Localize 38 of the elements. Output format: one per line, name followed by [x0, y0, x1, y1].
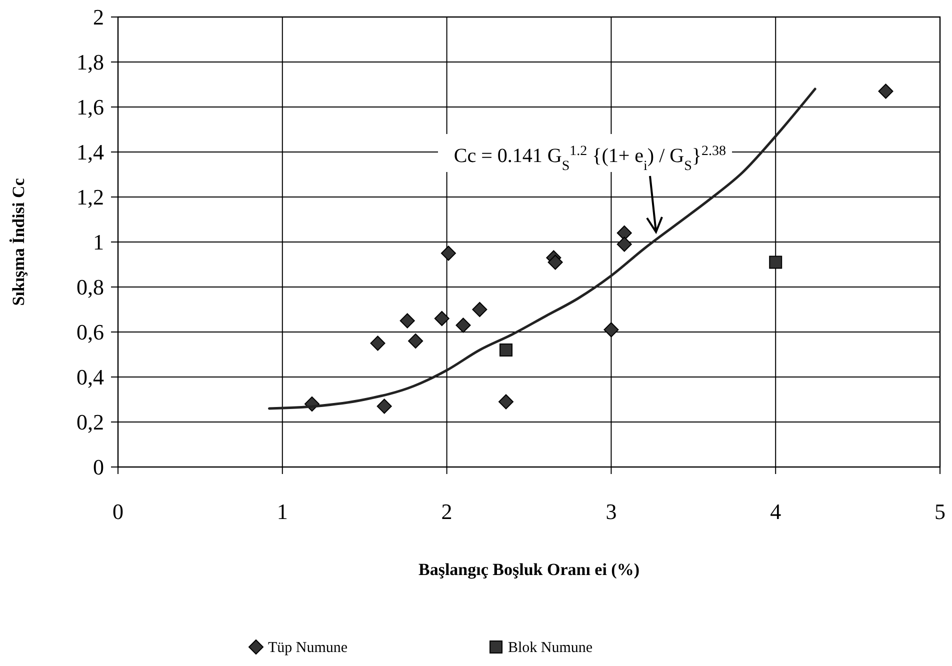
y-tick-label: 0,4 [76, 364, 104, 390]
point [456, 318, 471, 333]
text: Cc = 0.141 G$_{S}$$^{1.2}$ {(1+ e$_{i}$) / G$_{S}$}$^{2.38}$ [454, 144, 726, 174]
y-tick-label: 1 [93, 230, 104, 255]
point [434, 311, 450, 326]
point [376, 398, 392, 414]
y-tick-label: 1,8 [76, 50, 104, 75]
point [408, 334, 424, 348]
x-tick-label: 5 [934, 499, 946, 524]
x-axis-title: Başlangıç Boşluk Oranı ei (%) [418, 560, 640, 579]
point [499, 344, 512, 356]
point [548, 254, 563, 270]
point [400, 313, 415, 328]
y-tick-label: 1,2 [76, 184, 104, 210]
y-tick-label: 0,6 [76, 320, 104, 345]
point [440, 246, 456, 261]
y-tick-label: 1,6 [76, 94, 104, 120]
x-tick-label: 4 [770, 499, 782, 524]
point [498, 394, 514, 410]
y-tick-label: 1,4 [76, 140, 104, 165]
x-tick-label: 2 [441, 499, 452, 524]
x-tick-label: 0 [112, 499, 124, 524]
x-tick-label: 1 [276, 499, 288, 524]
y-tick-label: 2 [93, 4, 104, 30]
point [604, 322, 619, 338]
y-tick-label: 0 [93, 454, 104, 480]
point [370, 336, 386, 351]
legend-label: Tüp Numune [268, 640, 348, 656]
legend-label: Blok Numune [508, 640, 593, 656]
x-tick-label: 3 [606, 499, 617, 524]
y-tick-label: 0,2 [76, 410, 104, 435]
point [472, 302, 488, 317]
point [616, 226, 632, 240]
y-tick-label: 0,8 [76, 274, 104, 300]
point [878, 84, 894, 99]
y-axis-title: Sıkışma İndisi Cc [9, 178, 28, 306]
point [769, 256, 782, 269]
point [616, 236, 632, 252]
